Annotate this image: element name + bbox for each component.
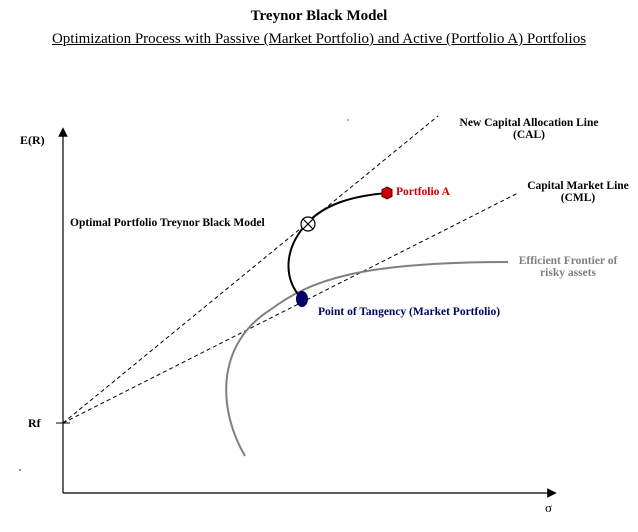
- new-cal-label-line2: (CAL): [513, 129, 545, 141]
- cml-label-line2: (CML): [560, 192, 596, 204]
- small-dot: [19, 469, 21, 471]
- tangency-point-marker: [296, 291, 308, 307]
- efficient-frontier-label-line1: Efficient Frontier of: [518, 255, 618, 267]
- diagram-title: Treynor Black Model: [250, 8, 388, 24]
- cml-line: [62, 192, 519, 424]
- cml-label: Capital Market Line (CML): [516, 180, 638, 204]
- cml-label-line1: Capital Market Line: [527, 180, 629, 192]
- rf-label: Rf: [28, 416, 41, 430]
- y-axis-label: E(R): [20, 133, 45, 147]
- new-cal-label: New Capital Allocation Line (CAL): [444, 117, 614, 141]
- efficient-frontier-label-line2: risky assets: [540, 267, 596, 279]
- small-dot: [347, 119, 349, 121]
- diagram-subtitle: Optimization Process with Passive (Marke…: [51, 31, 587, 47]
- optimal-portfolio-label: Optimal Portfolio Treynor Black Model: [70, 217, 265, 229]
- efficient-frontier-label: Efficient Frontier of risky assets: [506, 255, 630, 279]
- portfolio-a-label: Portfolio A: [396, 186, 450, 198]
- optimal-portfolio-marker: [300, 216, 316, 232]
- x-axis-label: σ: [545, 500, 553, 515]
- new-cal-label-line1: New Capital Allocation Line: [459, 117, 599, 129]
- tangency-label: Point of Tangency (Market Portfolio): [318, 306, 501, 318]
- new-cal-line: [62, 115, 439, 424]
- portfolio-a-marker: [381, 186, 393, 200]
- combination-curve: [287, 192, 388, 300]
- efficient-frontier-curve: [225, 261, 509, 457]
